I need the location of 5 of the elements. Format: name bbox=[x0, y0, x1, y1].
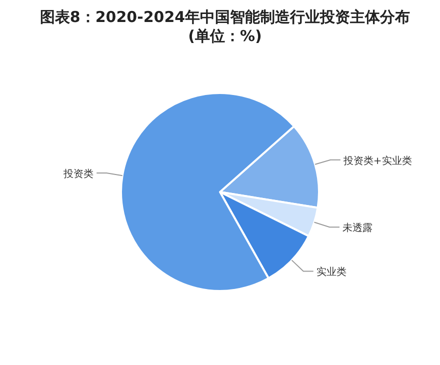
chart-title: 图表8：2020-2024年中国智能制造行业投资主体分布(单位：%) bbox=[38, 8, 412, 46]
slice-label: 实业类 bbox=[316, 266, 346, 278]
slice-label: 投资类 bbox=[62, 168, 94, 180]
slice-label: 投资类+实业类 bbox=[342, 154, 412, 167]
slice-label: 未透露 bbox=[342, 222, 372, 234]
